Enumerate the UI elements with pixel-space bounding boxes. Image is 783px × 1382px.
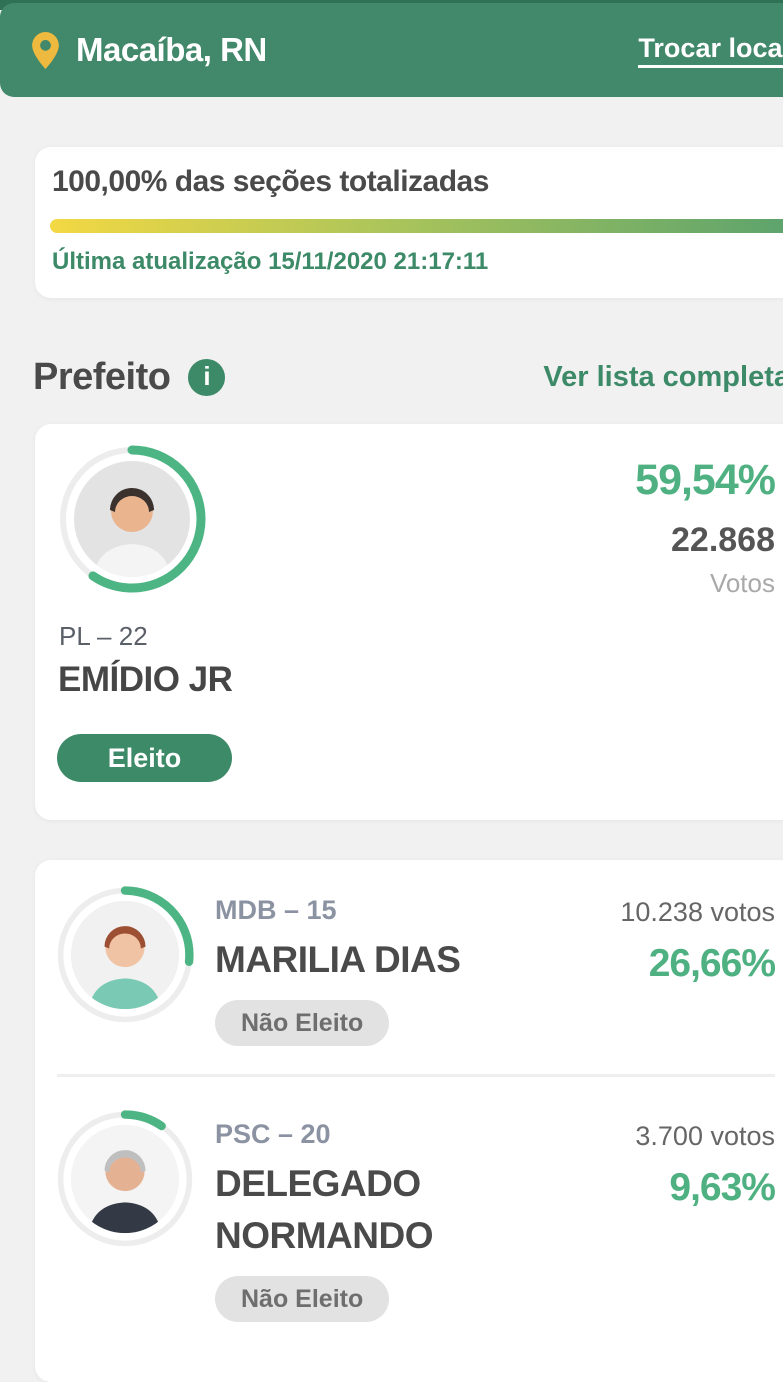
candidate-party: PL – 22 bbox=[59, 621, 148, 651]
candidate-party: MDB – 15 bbox=[215, 895, 337, 925]
info-icon[interactable]: i bbox=[188, 359, 226, 396]
row-divider bbox=[57, 1074, 775, 1077]
candidate-votes: 10.238 votos bbox=[620, 897, 775, 927]
featured-top-row: 59,54% 22.868 Votos bbox=[57, 444, 776, 599]
candidate-info: MDB – 15 MARILIA DIAS Não Eleito bbox=[215, 885, 461, 1046]
candidate-votes: 3.700 votos bbox=[635, 1121, 775, 1151]
change-location-link[interactable]: Trocar local bbox=[638, 33, 783, 68]
location-title: Macaíba, RN bbox=[76, 31, 267, 68]
totalization-progress-track bbox=[50, 219, 783, 233]
see-full-list-link[interactable]: Ver lista completa bbox=[543, 361, 783, 393]
last-update-text: Última atualização 15/11/2020 21:17:11 bbox=[52, 248, 489, 275]
status-badge-elected: Eleito bbox=[57, 734, 232, 782]
votes-label: Votos bbox=[709, 568, 775, 598]
candidate-name: EMÍDIO JR bbox=[58, 660, 233, 699]
totalization-card: 100,00% das seções totalizadas Última at… bbox=[35, 147, 783, 298]
candidates-list-card: MDB – 15 MARILIA DIAS Não Eleito 10.238 … bbox=[35, 860, 783, 1382]
section-heading-row: Prefeito i Ver lista completa bbox=[33, 356, 783, 399]
totalization-title: 100,00% das seções totalizadas bbox=[52, 165, 489, 198]
candidate-percent: 59,54% bbox=[635, 456, 776, 504]
location-header: Macaíba, RN Trocar local bbox=[0, 3, 783, 97]
candidate-info: PSC – 20 DELEGADO NORMANDO Não Eleito bbox=[215, 1109, 600, 1322]
featured-numbers: 59,54% 22.868 Votos bbox=[635, 456, 776, 599]
candidate-avatar bbox=[55, 885, 195, 1025]
candidate-numbers: 10.238 votos 26,66% bbox=[620, 885, 776, 986]
candidate-row[interactable]: PSC – 20 DELEGADO NORMANDO Não Eleito 3.… bbox=[55, 1109, 776, 1322]
section-title: Prefeito bbox=[33, 356, 171, 398]
candidate-percent: 26,66% bbox=[648, 942, 776, 985]
candidate-name: MARILIA DIAS bbox=[215, 939, 461, 980]
featured-candidate-card[interactable]: 59,54% 22.868 Votos PL – 22 EMÍDIO JR El… bbox=[35, 424, 783, 820]
candidate-avatar bbox=[57, 444, 207, 594]
status-badge-not-elected: Não Eleito bbox=[215, 1276, 390, 1322]
candidate-votes: 22.868 bbox=[671, 521, 775, 559]
location-banner: Macaíba, RN Trocar local bbox=[0, 0, 783, 97]
status-badge-not-elected: Não Eleito bbox=[215, 1000, 390, 1046]
candidate-party: PSC – 20 bbox=[215, 1119, 331, 1149]
location-pin-icon bbox=[32, 31, 59, 69]
candidate-name: DELEGADO NORMANDO bbox=[215, 1163, 433, 1256]
candidate-numbers: 3.700 votos 9,63% bbox=[635, 1109, 776, 1210]
totalization-progress-bar-fill bbox=[50, 219, 783, 233]
candidate-percent: 9,63% bbox=[669, 1166, 776, 1209]
candidate-row[interactable]: MDB – 15 MARILIA DIAS Não Eleito 10.238 … bbox=[55, 885, 776, 1046]
candidate-avatar bbox=[55, 1109, 195, 1249]
